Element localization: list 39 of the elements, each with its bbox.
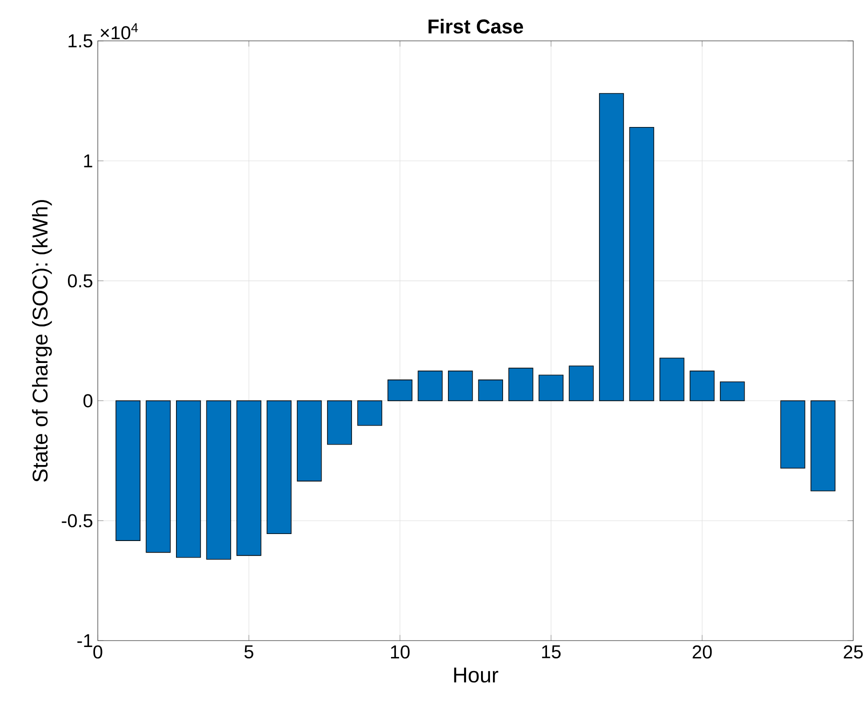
y-tick-label: -0.5	[62, 514, 92, 528]
chart-title: First Case	[428, 19, 524, 34]
y-tick-label: 0.5	[68, 274, 92, 288]
bar	[206, 400, 232, 560]
bar	[146, 400, 171, 553]
y-tick-label: 0	[83, 394, 92, 408]
x-tick-label: 15	[542, 646, 561, 659]
x-tick-label: 10	[391, 646, 410, 659]
bar	[538, 375, 564, 402]
bar	[176, 400, 201, 558]
bar	[296, 400, 322, 482]
bar	[659, 358, 684, 402]
bar	[599, 93, 624, 402]
bar	[266, 400, 292, 534]
bar	[568, 366, 594, 402]
y-tick-label: 1.5	[68, 34, 92, 48]
bar	[478, 380, 504, 402]
bar	[629, 127, 654, 402]
bar	[418, 370, 443, 402]
x-tick-label: 0	[93, 646, 102, 659]
x-tick-label: 5	[244, 646, 254, 659]
y-axis-title: State of Charge (SOC): (kWh)	[32, 200, 52, 482]
x-axis-title: Hour	[454, 668, 498, 683]
bar	[327, 400, 352, 446]
bar	[236, 400, 262, 556]
bar	[780, 400, 806, 469]
bar	[448, 370, 473, 402]
x-tick-label: 25	[844, 646, 863, 659]
y-tick-label: 1	[84, 154, 92, 168]
bar	[357, 400, 382, 426]
x-tick-label: 20	[692, 646, 712, 659]
bar	[116, 400, 140, 542]
bar	[388, 380, 412, 402]
bar	[690, 370, 715, 402]
text: ×10$^{4}$	[100, 23, 138, 40]
bar	[810, 400, 836, 492]
bar	[508, 368, 534, 402]
bar	[720, 382, 745, 402]
y-tick-label: -1	[77, 634, 92, 648]
